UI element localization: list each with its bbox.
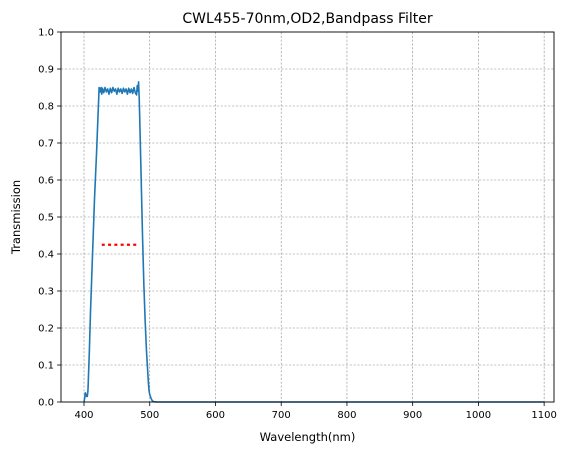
y-tick-label: 0.1 <box>38 361 54 372</box>
x-tick-label: 900 <box>403 410 422 421</box>
x-tick-label: 700 <box>272 410 291 421</box>
y-tick-label: 0.2 <box>38 324 54 335</box>
x-axis-title: Wavelength(nm) <box>260 430 356 444</box>
y-tick-label: 0.8 <box>38 102 54 113</box>
series-line-1 <box>83 81 545 403</box>
chart-title: CWL455-70nm,OD2,Bandpass Filter <box>182 11 432 27</box>
y-tick-label: 0.5 <box>38 213 54 224</box>
y-axis: 0.0 0.1 0.2 0.3 0.4 0.5 0.6 0.7 0.8 0.9 1.0 <box>38 28 61 409</box>
y-tick-label: 0.4 <box>38 250 54 261</box>
y-tick-label: 1.0 <box>38 28 54 39</box>
x-tick-label: 800 <box>337 410 356 421</box>
x-tick-label: 400 <box>74 410 93 421</box>
y-tick-label: 0.6 <box>38 176 54 187</box>
x-tick-label: 1100 <box>531 410 556 421</box>
series-layer <box>83 81 545 403</box>
x-axis: 400 500 600 700 800 900 1000 1100 <box>74 402 557 421</box>
y-tick-label: 0.0 <box>38 398 54 409</box>
x-tick-label: 1000 <box>466 410 491 421</box>
y-axis-title: Transmission <box>9 180 23 255</box>
y-tick-label: 0.7 <box>38 139 54 150</box>
x-tick-label: 600 <box>206 410 225 421</box>
y-tick-label: 0.9 <box>38 65 54 76</box>
y-tick-label: 0.3 <box>38 287 54 298</box>
x-tick-label: 500 <box>140 410 159 421</box>
